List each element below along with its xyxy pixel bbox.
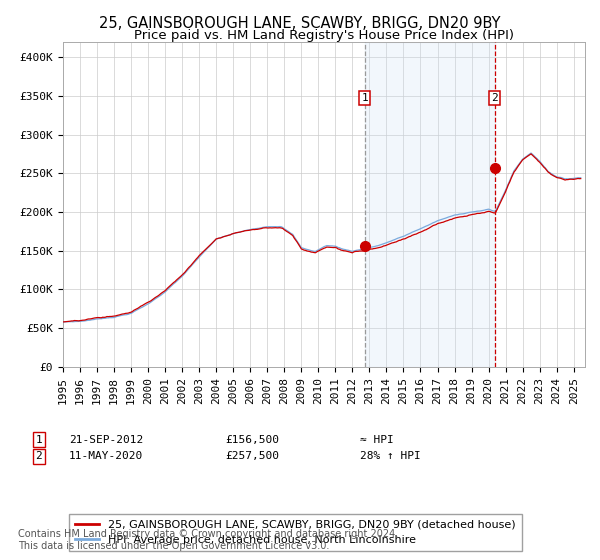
Text: Contains HM Land Registry data © Crown copyright and database right 2024.
This d: Contains HM Land Registry data © Crown c…: [18, 529, 398, 551]
Text: 25, GAINSBOROUGH LANE, SCAWBY, BRIGG, DN20 9BY: 25, GAINSBOROUGH LANE, SCAWBY, BRIGG, DN…: [99, 16, 501, 31]
Text: 2: 2: [35, 451, 43, 461]
Text: 21-SEP-2012: 21-SEP-2012: [69, 435, 143, 445]
Text: 11-MAY-2020: 11-MAY-2020: [69, 451, 143, 461]
Title: Price paid vs. HM Land Registry's House Price Index (HPI): Price paid vs. HM Land Registry's House …: [134, 29, 514, 42]
Legend: 25, GAINSBOROUGH LANE, SCAWBY, BRIGG, DN20 9BY (detached house), HPI: Average pr: 25, GAINSBOROUGH LANE, SCAWBY, BRIGG, DN…: [68, 514, 522, 552]
Text: 28% ↑ HPI: 28% ↑ HPI: [360, 451, 421, 461]
Text: 2: 2: [491, 93, 498, 102]
Text: 1: 1: [35, 435, 43, 445]
Text: ≈ HPI: ≈ HPI: [360, 435, 394, 445]
Text: £257,500: £257,500: [225, 451, 279, 461]
Text: £156,500: £156,500: [225, 435, 279, 445]
Bar: [365, 42, 494, 367]
Text: 1: 1: [361, 93, 368, 102]
